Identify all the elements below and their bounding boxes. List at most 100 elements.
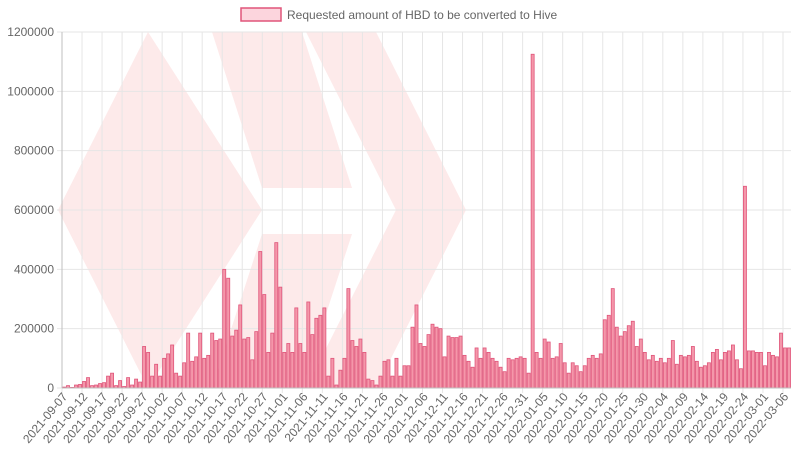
bar[interactable] [747, 350, 751, 389]
bar[interactable] [686, 354, 691, 389]
bar[interactable] [763, 365, 767, 389]
bar[interactable] [262, 294, 267, 389]
bar[interactable] [210, 332, 215, 389]
bar[interactable] [714, 349, 719, 389]
bar[interactable] [286, 343, 291, 389]
bar[interactable] [250, 359, 255, 389]
bar[interactable] [322, 307, 327, 389]
bar[interactable] [767, 351, 771, 389]
bar[interactable] [474, 347, 479, 389]
bar[interactable] [614, 326, 619, 389]
bar[interactable] [526, 372, 531, 389]
bar[interactable] [182, 362, 187, 389]
bar[interactable] [670, 340, 675, 389]
bar[interactable] [518, 356, 523, 389]
bar[interactable] [642, 351, 647, 389]
bar[interactable] [478, 357, 483, 389]
bar[interactable] [530, 53, 535, 389]
bar[interactable] [638, 338, 643, 389]
bar[interactable] [718, 359, 723, 389]
bar[interactable] [154, 363, 159, 389]
bar[interactable] [258, 251, 263, 389]
bar[interactable] [694, 360, 699, 389]
bar[interactable] [626, 325, 631, 389]
bar[interactable] [486, 351, 491, 389]
bar[interactable] [126, 377, 131, 389]
bar[interactable] [354, 346, 359, 389]
bar[interactable] [82, 381, 86, 389]
bar[interactable] [514, 357, 519, 389]
bar[interactable] [178, 375, 183, 389]
bar[interactable] [298, 343, 303, 389]
bar[interactable] [302, 351, 307, 389]
bar[interactable] [430, 323, 435, 389]
bar[interactable] [394, 357, 399, 389]
bar[interactable] [234, 329, 239, 389]
bar[interactable] [370, 380, 375, 389]
bar[interactable] [558, 343, 563, 389]
bar[interactable] [506, 357, 511, 389]
bar[interactable] [158, 375, 163, 389]
bar[interactable] [98, 383, 102, 389]
bar[interactable] [330, 357, 335, 389]
bar[interactable] [598, 353, 603, 389]
bar[interactable] [318, 314, 323, 389]
bar[interactable] [382, 360, 387, 389]
bar[interactable] [646, 359, 651, 389]
bar[interactable] [338, 369, 343, 389]
bar[interactable] [150, 375, 155, 389]
bar[interactable] [538, 357, 543, 389]
bar[interactable] [110, 372, 114, 389]
bar[interactable] [739, 368, 743, 389]
bar[interactable] [482, 347, 487, 389]
bar[interactable] [170, 344, 175, 389]
bar[interactable] [426, 334, 431, 389]
bar[interactable] [522, 357, 527, 389]
bar[interactable] [726, 350, 731, 389]
bar[interactable] [594, 357, 599, 389]
bar[interactable] [218, 338, 223, 389]
bar[interactable] [166, 353, 171, 389]
bar[interactable] [174, 372, 179, 389]
bar[interactable] [246, 337, 251, 389]
bar[interactable] [662, 362, 667, 389]
bar[interactable] [86, 377, 90, 389]
bar[interactable] [494, 360, 499, 389]
bar[interactable] [346, 288, 351, 389]
bar[interactable] [698, 366, 703, 389]
bar[interactable] [186, 332, 191, 389]
bar[interactable] [350, 340, 355, 389]
bar[interactable] [546, 341, 551, 389]
bar[interactable] [690, 346, 695, 389]
bar[interactable] [378, 375, 383, 389]
bar[interactable] [402, 365, 407, 389]
bar[interactable] [274, 242, 279, 389]
bar[interactable] [198, 332, 203, 389]
bar[interactable] [710, 351, 715, 389]
bar[interactable] [570, 362, 575, 389]
bar[interactable] [502, 371, 507, 389]
bar[interactable] [314, 317, 319, 389]
bar[interactable] [206, 354, 211, 389]
bar[interactable] [534, 351, 539, 389]
bar[interactable] [678, 354, 683, 389]
bar[interactable] [254, 331, 259, 389]
bar[interactable] [574, 365, 579, 389]
bar[interactable] [278, 286, 283, 389]
bar[interactable] [735, 359, 739, 389]
bar[interactable] [450, 337, 455, 389]
bar[interactable] [294, 307, 299, 389]
bar[interactable] [562, 362, 567, 389]
bar[interactable] [222, 268, 227, 389]
bar[interactable] [779, 332, 783, 389]
bar[interactable] [751, 350, 755, 389]
bar[interactable] [106, 375, 110, 389]
bar[interactable] [590, 354, 595, 389]
bar[interactable] [118, 380, 123, 389]
bar[interactable] [650, 354, 655, 389]
bar[interactable] [138, 381, 143, 389]
bar[interactable] [658, 357, 663, 389]
bar[interactable] [386, 359, 391, 389]
bar[interactable] [202, 357, 207, 389]
bar[interactable] [418, 343, 423, 389]
